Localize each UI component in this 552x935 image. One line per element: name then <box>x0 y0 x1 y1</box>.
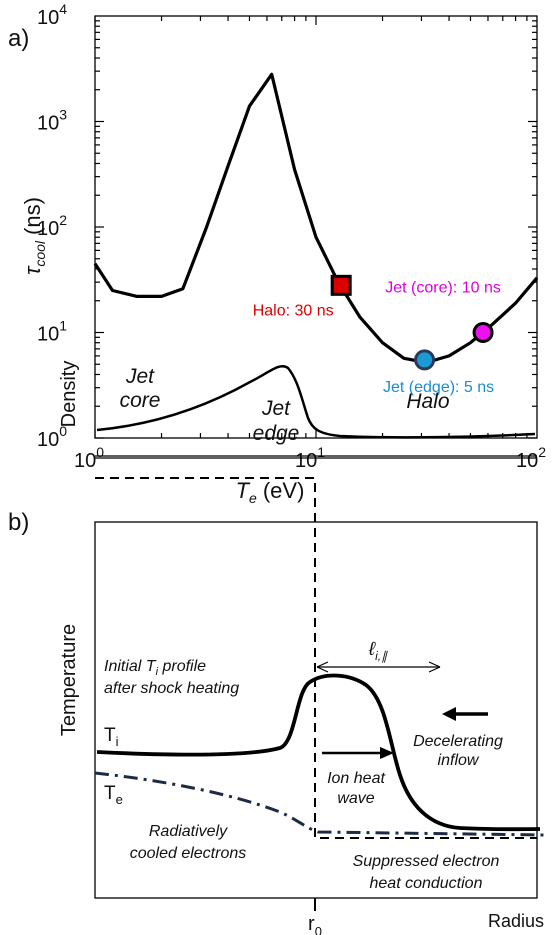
r0-label: r0 <box>308 913 322 935</box>
radiative-text-2: cooled electrons <box>130 845 247 862</box>
panel-a-label: a) <box>8 25 29 52</box>
te-label: Te <box>104 783 123 807</box>
ion-heat-text-2: wave <box>337 790 374 807</box>
halo-marker <box>330 274 352 296</box>
mfp-arrowhead-right <box>428 661 441 673</box>
markers: Halo: 30 ns Jet (edge): 5 ns Jet (core): 1… <box>253 274 501 396</box>
marker-label: Jet (core): 10 ns <box>385 280 501 297</box>
inflow-arrowhead <box>442 707 456 721</box>
halo-label: Halo <box>406 390 450 413</box>
decelerating-text-1: Decelerating <box>413 733 503 750</box>
radiative-text-1: Radiatively <box>149 823 228 840</box>
ti-profile <box>96 673 541 832</box>
temperature-ylabel: Temperature <box>58 624 80 736</box>
heat-wave-arrowhead <box>380 747 394 759</box>
y-tick-label: 104 <box>37 1 67 29</box>
y-tick-label: 101 <box>37 318 67 346</box>
density-ylabel: Density <box>58 361 80 428</box>
jet-edge-marker <box>414 349 436 371</box>
schematic-diagram: Density Jet core Jet edge Halo Temperatu… <box>58 361 546 935</box>
ti-label: Ti <box>104 725 119 749</box>
initial-ti-profile <box>95 477 537 839</box>
ion-heat-text-1: Ion heat <box>327 770 385 787</box>
te-profile <box>94 771 546 837</box>
suppressed-text-1: Suppressed electron <box>353 853 500 870</box>
density-profile <box>96 365 536 439</box>
plot-frame <box>94 15 538 439</box>
jet-core-marker <box>472 322 494 343</box>
jet-edge-label-1: Jet <box>261 397 291 420</box>
radius-label: Radius <box>488 911 544 931</box>
y-tick-label: 103 <box>37 107 67 135</box>
y-tick-label: 100 <box>37 423 67 451</box>
jet-edge-label-2: edge <box>253 422 300 445</box>
suppressed-text-2: heat conduction <box>370 875 483 892</box>
decelerating-text-2: inflow <box>438 752 480 769</box>
marker-label: Halo: 30 ns <box>253 302 334 319</box>
jet-core-label-1: Jet <box>125 365 155 388</box>
x-tick-label: 100 <box>74 444 104 472</box>
marker-label: Jet (edge): 5 ns <box>383 379 494 396</box>
y-tick-label: 102 <box>37 212 67 240</box>
panel-b-label: b) <box>8 509 29 536</box>
x-axis-title: Te (eV) <box>236 478 305 506</box>
y-axis-title: τcool(ns) <box>20 197 48 275</box>
mfp-label: ℓi,∥ <box>368 639 388 663</box>
mfp-arrowhead-left <box>316 661 329 673</box>
jet-core-label-2: core <box>120 389 161 412</box>
initial-ti-text-2: after shock heating <box>104 680 239 697</box>
initial-ti-text-1: Initial Ti profile <box>104 658 206 678</box>
